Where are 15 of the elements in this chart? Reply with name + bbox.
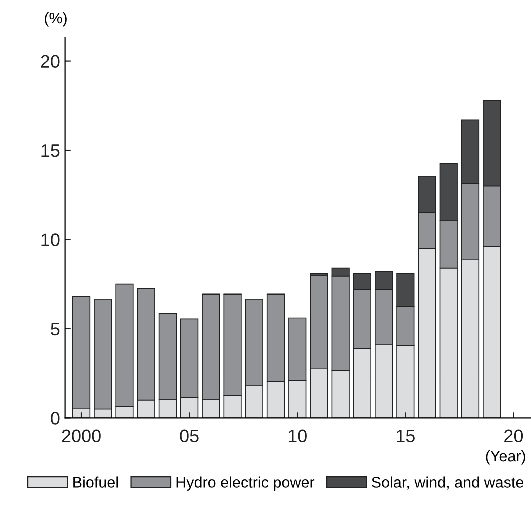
x-tick-label: 2000	[62, 430, 101, 443]
y-tick-label: 10	[42, 234, 60, 246]
legend-label: Solar, wind, and waste	[372, 476, 524, 490]
legend-label: Biofuel	[74, 476, 118, 488]
x-tick-label: 10	[288, 430, 307, 443]
x-tick-label: 15	[397, 430, 415, 443]
x-tick-label: 20	[504, 430, 524, 443]
x-axis-title: (Year)	[486, 450, 526, 465]
y-tick-label: 15	[42, 144, 60, 158]
x-tick-label: 05	[180, 430, 199, 443]
y-tick-label: 0	[51, 412, 60, 425]
y-tick-label: 20	[41, 55, 60, 68]
legend-label: Hydro electric power	[176, 476, 315, 491]
y-tick-label: 5	[51, 323, 60, 336]
y-axis-title: (%)	[45, 12, 67, 27]
